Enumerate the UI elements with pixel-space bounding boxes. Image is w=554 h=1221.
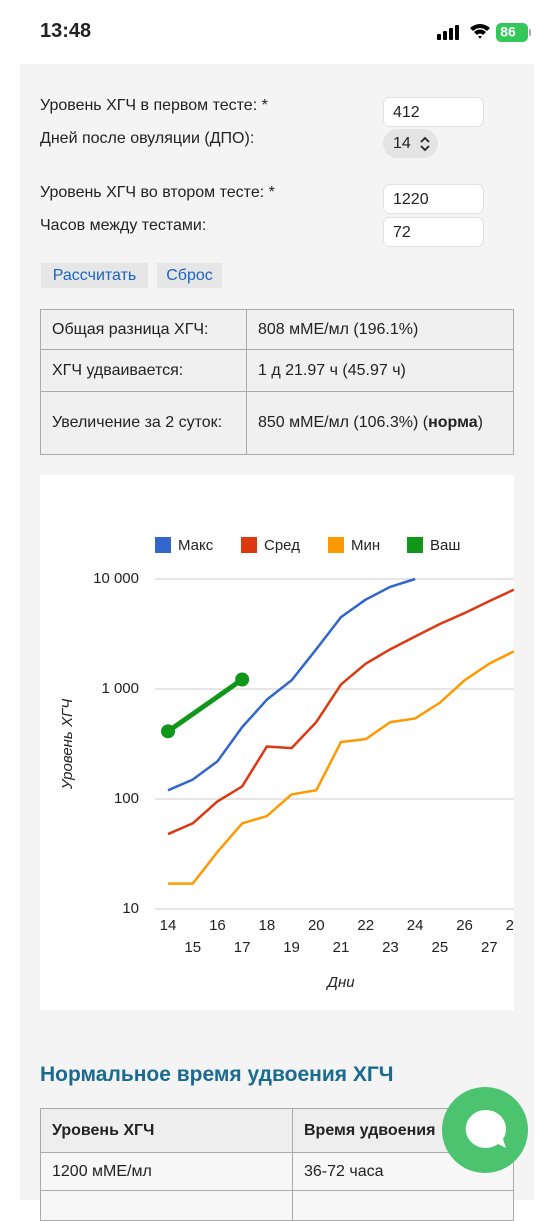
field-label: Уровень ХГЧ в первом тесте: * (40, 97, 268, 114)
chart: 10 100 1 000 10 000 14 15 16 17 18 19 20 21 22 23 24 25… (40, 475, 514, 1010)
x-tick-label: 26 (456, 917, 473, 934)
chevron (420, 136, 430, 152)
x-tick-label: 21 (333, 939, 350, 956)
series-line (167, 577, 416, 792)
x-tick-label: 25 (432, 939, 449, 956)
legend-label: Ваш (430, 537, 460, 554)
x-tick-label: 16 (209, 917, 226, 934)
result-text: 1 д 21.97 ч (45.97 ч) (258, 361, 406, 379)
x-tick-label: 15 (184, 939, 201, 956)
x-tick-label: 18 (259, 917, 276, 934)
chat-button[interactable] (442, 1087, 528, 1173)
x-tick-label: 24 (407, 917, 424, 934)
x-axis-label: Дни (325, 974, 355, 991)
legend-label: Сред (264, 537, 300, 554)
text-input[interactable]: 412 (383, 97, 484, 127)
result-label: Общая разница ХГЧ: (40, 309, 247, 350)
x-tick-label: 17 (234, 939, 251, 956)
battery-level: 86 (500, 24, 516, 40)
result-value: 850 мМЕ/мл (106.3%) (норма) (246, 391, 514, 455)
reset-button[interactable]: Сброс (157, 263, 222, 288)
legend-swatch (155, 537, 171, 553)
data-point (161, 724, 175, 739)
legend-swatch (407, 537, 423, 553)
result-text: 850 мМЕ/мл (106.3%) ( (258, 414, 429, 431)
x-tick-label: 20 (308, 917, 325, 934)
legend-label: Макс (178, 537, 214, 554)
table-cell (292, 1190, 514, 1221)
text-input[interactable]: 72 (383, 217, 484, 247)
result-label: ХГЧ удваивается: (40, 349, 247, 392)
x-tick-label: 27 (481, 939, 498, 956)
calculate-button[interactable]: Рассчитать (41, 263, 148, 288)
result-text: ) (477, 414, 483, 431)
field-label: Часов между тестами: (40, 217, 207, 234)
y-tick-label: 100 (114, 790, 139, 807)
x-tick-label: 23 (382, 939, 399, 956)
field-label: Уровень ХГЧ во втором тесте: * (40, 184, 275, 201)
x-tick-label: 19 (283, 939, 300, 956)
legend-label: Мин (351, 537, 380, 554)
legend-swatch (241, 537, 257, 553)
series-line (167, 588, 514, 836)
result-value: 1 д 21.97 ч (45.97 ч) (246, 349, 514, 392)
section-title: Нормальное время удвоения ХГЧ (40, 1063, 394, 1086)
column-header: Уровень ХГЧ (40, 1108, 293, 1153)
field-label: Дней после овуляции (ДПО): (40, 130, 255, 147)
select-value: 14 (393, 135, 411, 152)
series-line (166, 677, 244, 734)
select[interactable]: 14 (383, 129, 438, 158)
result-label: Увеличение за 2 суток: (40, 391, 247, 455)
y-axis-label: Уровень ХГЧ (59, 698, 76, 790)
legend-swatch (328, 537, 344, 553)
y-tick-label: 10 (122, 900, 139, 917)
result-text: 808 мМЕ/мл (196.1%) (258, 320, 419, 338)
series-line (168, 650, 514, 885)
x-tick-label: 28 (506, 917, 514, 934)
result-status: норма (428, 414, 478, 431)
status-time: 13:48 (40, 20, 92, 42)
table-cell: 1200 мМЕ/мл (40, 1152, 293, 1191)
y-tick-label: 1 000 (101, 680, 139, 697)
status-icons: 86 (437, 23, 531, 42)
x-tick-label: 14 (160, 917, 177, 934)
result-value: 808 мМЕ/мл (196.1%) (246, 309, 514, 350)
y-tick-label: 10 000 (93, 570, 139, 587)
table-cell (40, 1190, 293, 1221)
results-table: Общая разница ХГЧ: 808 мМЕ/мл (196.1%) ХГ… (40, 309, 514, 455)
x-tick-label: 22 (357, 917, 374, 934)
data-point (235, 672, 250, 687)
text-input[interactable]: 1220 (383, 184, 484, 214)
